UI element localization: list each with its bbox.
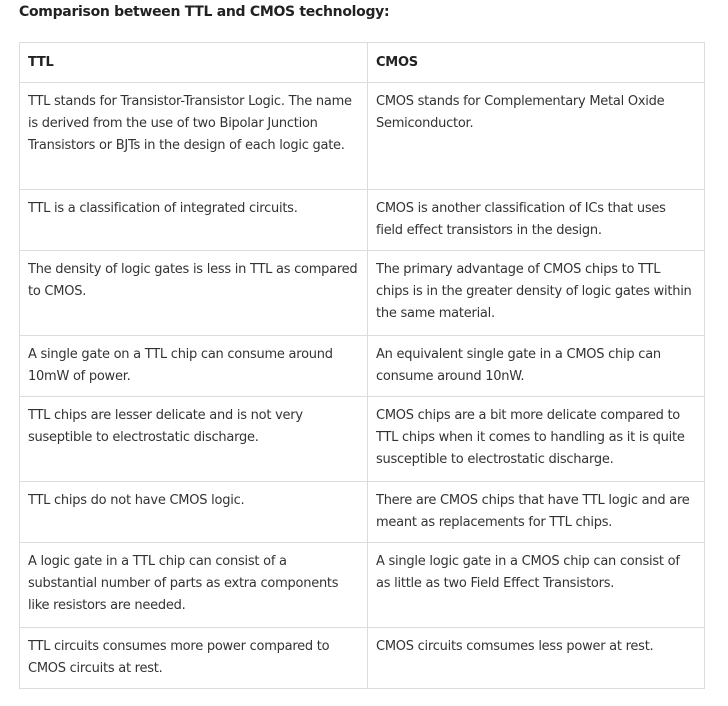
section-heading: Comparison between TTL and CMOS technolo…: [19, 4, 390, 20]
ttl-cell: TTL chips do not have CMOS logic.: [19, 481, 368, 543]
ttl-cell: TTL circuits consumes more power compare…: [19, 627, 368, 689]
ttl-cell: TTL is a classification of integrated ci…: [19, 189, 368, 251]
table-row: The density of logic gates is less in TT…: [19, 250, 705, 336]
column-header-cmos: CMOS: [367, 42, 705, 83]
cmos-cell: A single logic gate in a CMOS chip can c…: [367, 542, 705, 628]
ttl-cell: The density of logic gates is less in TT…: [19, 250, 368, 336]
table-row: TTL circuits consumes more power compare…: [19, 627, 705, 689]
cmos-cell: CMOS chips are a bit more delicate compa…: [367, 396, 705, 482]
table-header-row: TTL CMOS: [19, 42, 705, 83]
ttl-cell: TTL chips are lesser delicate and is not…: [19, 396, 368, 482]
table-row: TTL chips are lesser delicate and is not…: [19, 396, 705, 482]
cmos-cell: CMOS circuits comsumes less power at res…: [367, 627, 705, 689]
cmos-cell: There are CMOS chips that have TTL logic…: [367, 481, 705, 543]
cmos-cell: CMOS is another classification of ICs th…: [367, 189, 705, 251]
table-row: A logic gate in a TTL chip can consist o…: [19, 542, 705, 628]
column-header-ttl: TTL: [19, 42, 368, 83]
ttl-cell: TTL stands for Transistor-Transistor Log…: [19, 82, 368, 190]
table-row: TTL stands for Transistor-Transistor Log…: [19, 82, 705, 190]
cmos-cell: The primary advantage of CMOS chips to T…: [367, 250, 705, 336]
table-row: TTL chips do not have CMOS logic. There …: [19, 481, 705, 543]
table-row: TTL is a classification of integrated ci…: [19, 189, 705, 251]
cmos-cell: An equivalent single gate in a CMOS chip…: [367, 335, 705, 397]
comparison-table: TTL CMOS TTL stands for Transistor-Trans…: [19, 42, 705, 689]
table-row: A single gate on a TTL chip can consume …: [19, 335, 705, 397]
ttl-cell: A logic gate in a TTL chip can consist o…: [19, 542, 368, 628]
cmos-cell: CMOS stands for Complementary Metal Oxid…: [367, 82, 705, 190]
ttl-cell: A single gate on a TTL chip can consume …: [19, 335, 368, 397]
